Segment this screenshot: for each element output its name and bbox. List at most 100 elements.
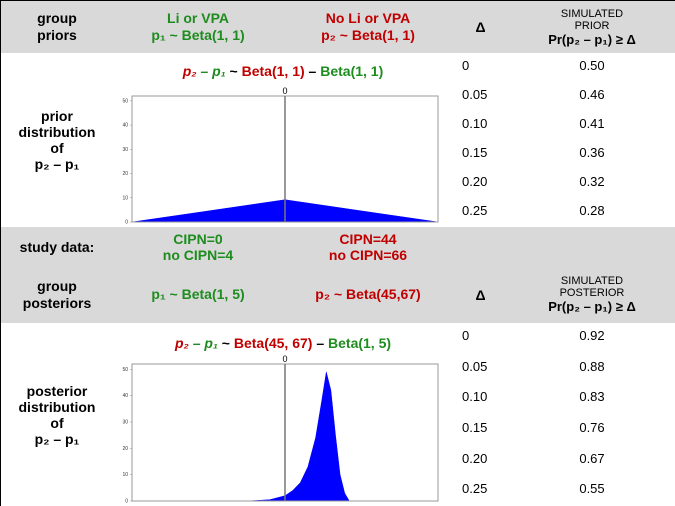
delta-value: 0.05 bbox=[462, 87, 488, 102]
delta-value: 0.10 bbox=[462, 116, 488, 131]
delta-value: 0.25 bbox=[462, 481, 488, 497]
prob-value: 0.32 bbox=[579, 174, 605, 189]
group-label: priors bbox=[37, 27, 77, 43]
dist-label: p₂ – p₁ bbox=[34, 156, 80, 172]
sim-header: PRIOR bbox=[574, 19, 610, 32]
delta-cell: 0.05 bbox=[453, 353, 509, 386]
prob-cell: 0.92 bbox=[508, 323, 675, 355]
y-tick-label: 20 bbox=[122, 171, 128, 177]
delta-value: 0 bbox=[462, 328, 470, 343]
prob-value: 0.36 bbox=[579, 145, 605, 160]
delta-value: 0.25 bbox=[462, 203, 488, 218]
y-tick-label: 30 bbox=[122, 419, 128, 425]
delta-cell: 0.10 bbox=[453, 384, 509, 416]
group: Li or VPA p₁ ~ Beta(1, 1) bbox=[113, 1, 283, 53]
y-tick-label: 0 bbox=[125, 220, 128, 226]
delta-value: 0.15 bbox=[462, 420, 488, 435]
chart-title-part: Beta(1, 5) bbox=[328, 335, 392, 351]
group-label: posteriors bbox=[22, 294, 92, 311]
y-tick-label: 10 bbox=[122, 472, 128, 478]
dist-label-cell: prior distribution of p₂ – p₁ bbox=[1, 53, 114, 228]
x-tick-label: 0 bbox=[282, 354, 287, 364]
prob-value: 0.76 bbox=[579, 420, 605, 435]
sim-header: POSTERIOR bbox=[559, 287, 625, 299]
prob-cell: 0.50 bbox=[508, 53, 675, 83]
group-name: No Li or VPA bbox=[325, 10, 411, 26]
delta-cell: 0.10 bbox=[453, 111, 509, 141]
prob-value: 0.46 bbox=[579, 87, 605, 102]
sim-header: Pr(p₂ – p₁) ≥ Δ bbox=[548, 299, 636, 314]
chart-title-part: – bbox=[304, 63, 321, 79]
delta-header-cell: Δ bbox=[453, 1, 509, 54]
prob-cell: 0.41 bbox=[508, 111, 675, 141]
y-tick-label: 30 bbox=[122, 147, 128, 153]
delta-cell: 0.25 bbox=[453, 198, 509, 228]
delta-header: Δ bbox=[475, 286, 486, 303]
delta-value: 0.05 bbox=[462, 358, 488, 374]
prob-value: 0.83 bbox=[579, 389, 605, 405]
dist-label: of bbox=[50, 415, 64, 431]
group: p₁ ~ Beta(1, 5) bbox=[113, 266, 283, 323]
dist-label-cell: posterior distribution of p₂ – p₁ bbox=[1, 323, 114, 506]
group-name: Li or VPA bbox=[167, 10, 229, 26]
delta-cell: 0.15 bbox=[453, 415, 509, 447]
delta-cell: 0 bbox=[453, 323, 509, 355]
y-tick-label: 50 bbox=[122, 98, 128, 104]
study-count: no CIPN=66 bbox=[328, 246, 408, 263]
group-models-cell: p₁ ~ Beta(1, 5) p₂ ~ Beta(45,67) bbox=[113, 266, 454, 324]
prob-cell: 0.67 bbox=[508, 445, 675, 478]
y-tick-label: 10 bbox=[122, 195, 128, 201]
study-label-cell: study data: bbox=[1, 227, 114, 267]
sim-header: Pr(p₂ – p₁) ≥ Δ bbox=[548, 31, 636, 47]
dist-label: prior bbox=[41, 108, 73, 124]
prob-value: 0.88 bbox=[579, 358, 605, 374]
sim-header-cell: SIMULATED POSTERIOR Pr(p₂ – p₁) ≥ Δ bbox=[508, 266, 675, 324]
group-label: group bbox=[37, 277, 77, 294]
group-model: p₂ ~ Beta(45,67) bbox=[315, 286, 421, 302]
prob-value: 0.50 bbox=[579, 58, 605, 73]
study-label: study data: bbox=[19, 238, 95, 255]
delta-cell: 0.20 bbox=[453, 445, 509, 478]
prob-value: 0.28 bbox=[579, 203, 605, 218]
dist-label: distribution bbox=[18, 399, 96, 415]
study-count: CIPN=44 bbox=[339, 230, 397, 247]
delta-value: 0.15 bbox=[462, 145, 488, 160]
chart-title-part: – p₁ bbox=[188, 335, 218, 351]
chart-title-part: Beta(45, 67) bbox=[233, 335, 313, 351]
study-count: no CIPN=4 bbox=[162, 246, 234, 263]
delta-value: 0.20 bbox=[462, 450, 488, 466]
delta-cell: 0.20 bbox=[453, 169, 509, 199]
y-tick-label: 0 bbox=[125, 499, 128, 505]
study-group-cell: CIPN=44 no CIPN=66 bbox=[283, 227, 454, 267]
delta-cell: 0.05 bbox=[453, 82, 509, 112]
prob-cell: 0.28 bbox=[508, 198, 675, 228]
group-model: p₁ ~ Beta(1, 5) bbox=[151, 286, 245, 302]
group: No Li or VPA p₂ ~ Beta(1, 1) bbox=[283, 1, 453, 53]
chart-title-part: p₂ bbox=[174, 335, 189, 351]
delta-cell: 0.25 bbox=[453, 476, 509, 506]
chart-title-part: – bbox=[312, 335, 329, 351]
chart-title-part: p₂ bbox=[182, 63, 197, 79]
prob-value: 0.55 bbox=[579, 481, 605, 497]
delta-value: 0.10 bbox=[462, 389, 488, 405]
density-area bbox=[246, 371, 350, 502]
sim-header-cell: SIMULATED PRIOR Pr(p₂ – p₁) ≥ Δ bbox=[508, 1, 675, 54]
dist-label: distribution bbox=[18, 124, 96, 140]
study-group-cell: CIPN=0 no CIPN=4 bbox=[113, 227, 284, 267]
prob-cell: 0.88 bbox=[508, 353, 675, 386]
delta-cell: 0.15 bbox=[453, 140, 509, 170]
prob-value: 0.92 bbox=[579, 328, 605, 343]
prob-cell: 0.46 bbox=[508, 82, 675, 112]
chart-cell: p₂ – p₁ ~ Beta(45, 67) – Beta(1, 5) 0 10 20… bbox=[113, 323, 454, 506]
chart-title-part: Beta(1, 1) bbox=[320, 63, 384, 79]
sim-header: SIMULATED bbox=[560, 7, 624, 20]
dist-label: posterior bbox=[26, 383, 88, 399]
prob-cell: 0.36 bbox=[508, 140, 675, 170]
group-model: p₁ ~ Beta(1, 1) bbox=[151, 27, 245, 43]
delta-cell: 0 bbox=[453, 53, 509, 83]
y-tick-label: 50 bbox=[122, 367, 128, 373]
chart-title-part: Beta(1, 1) bbox=[241, 63, 305, 79]
chart-title-part: – p₁ bbox=[196, 63, 226, 79]
study-empty-cell bbox=[453, 227, 675, 267]
